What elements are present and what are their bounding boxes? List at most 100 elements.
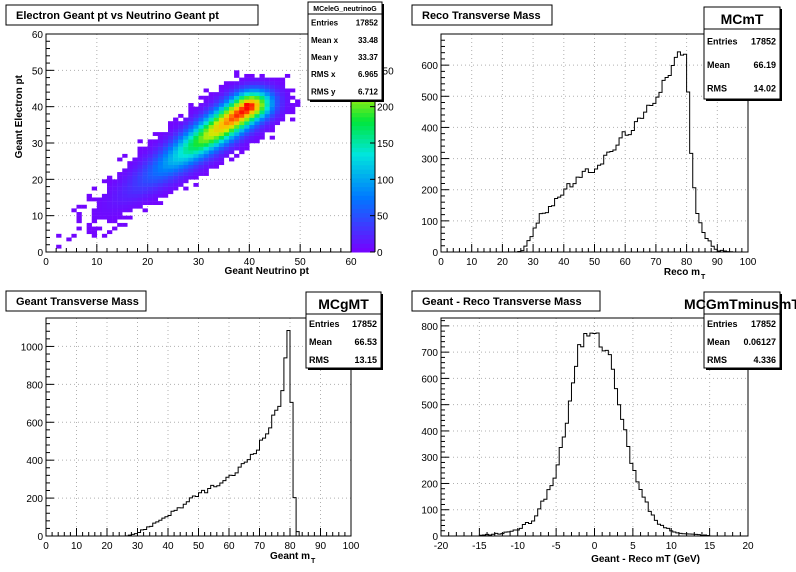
heatmap-cell <box>178 128 184 133</box>
heatmap-cell <box>218 139 225 144</box>
heatmap-cell <box>239 95 245 100</box>
heatmap-cell <box>91 219 98 224</box>
heatmap-cell <box>218 124 225 129</box>
heatmap-cell <box>178 143 184 147</box>
heatmap-cell <box>112 193 118 198</box>
heatmap-cell <box>229 135 235 140</box>
heatmap-cell <box>239 143 245 147</box>
heatmap-cell <box>264 95 270 100</box>
heatmap-cell <box>279 95 286 100</box>
stats-frame <box>305 291 382 369</box>
heatmap-cell <box>274 103 281 107</box>
heatmap-cell <box>173 117 179 122</box>
heatmap-cell <box>259 135 265 140</box>
heatmap-cell <box>279 81 286 86</box>
heatmap-cell <box>162 182 169 187</box>
heatmap-cell <box>127 197 133 202</box>
y-tick-label: 200 <box>421 186 438 197</box>
heatmap-cell <box>198 153 204 158</box>
heatmap-cell <box>152 190 159 195</box>
x-tick-label: 60 <box>223 541 235 552</box>
y-tick-label: 200 <box>421 479 438 490</box>
heatmap-cell <box>208 161 214 166</box>
title-box <box>411 4 553 26</box>
heatmap-cell <box>254 121 260 126</box>
heatmap-cell <box>239 110 245 115</box>
heatmap-cell <box>264 84 270 89</box>
heatmap-cell <box>213 161 220 166</box>
heatmap-cell <box>229 150 235 155</box>
heatmap-cell <box>178 132 184 136</box>
heatmap-cell <box>269 117 275 122</box>
heatmap-cell <box>274 113 281 118</box>
x-tick-label: 10 <box>71 541 83 552</box>
heatmap-cell <box>173 175 179 180</box>
heatmap-cell <box>157 175 164 180</box>
panel-p3: 0 10 20 30 40 50 60 70 80 90 10002004006008001000G… <box>5 290 383 565</box>
heatmap-cell <box>188 103 194 107</box>
palette-band <box>351 112 375 118</box>
heatmap-cell <box>198 103 204 107</box>
heatmap-cell <box>147 186 153 191</box>
stats-name: MCeleG_neutrinoG <box>313 6 377 13</box>
palette-band <box>351 225 375 231</box>
x-tick-label: 20 <box>497 257 509 268</box>
palette-tick-label: 50 <box>377 212 389 223</box>
heatmap-cell <box>198 143 204 147</box>
stats-box: MCGmTminusmT Entries 17852 Mean 0.06127 RMS 4.… <box>684 291 796 370</box>
heatmap-cell <box>208 117 214 122</box>
heatmap-cell <box>162 164 169 169</box>
heatmap-cell <box>218 157 225 162</box>
heatmap-cell <box>142 179 148 184</box>
heatmap-cell <box>168 150 174 155</box>
stats-label: Mean <box>309 337 332 347</box>
heatmap-cell <box>239 117 245 122</box>
heatmap-cell <box>152 193 159 198</box>
heatmap-cell <box>254 95 260 100</box>
heatmap-cell <box>56 233 62 238</box>
heatmap-cell <box>249 135 255 140</box>
heatmap-cell <box>168 164 174 169</box>
heatmap-cell <box>203 150 209 155</box>
heatmap-cell <box>188 117 194 122</box>
heatmap-cell <box>178 182 184 187</box>
heatmap-cell <box>198 172 204 176</box>
heatmap-cell <box>234 88 240 93</box>
heatmap-cell <box>132 179 138 184</box>
heatmap-cell <box>208 95 214 100</box>
heatmap-cell <box>122 186 128 191</box>
heatmap-cell <box>162 153 169 158</box>
heatmap-cell <box>127 190 133 195</box>
heatmap-cell <box>254 110 260 115</box>
heatmap-cell <box>244 117 250 122</box>
heatmap-cell <box>183 175 189 180</box>
heatmap-cell <box>178 157 184 162</box>
heatmap-cell <box>101 193 108 198</box>
heatmap-cell <box>213 99 220 104</box>
heatmap-cell <box>157 139 164 144</box>
heatmap-cell <box>132 201 138 205</box>
heatmap-cell <box>137 146 143 151</box>
palette-band <box>351 230 375 236</box>
title-box <box>5 4 259 26</box>
heatmap-cell <box>157 168 164 173</box>
heatmap-cell <box>152 179 159 184</box>
y-tick-label: 800 <box>421 322 438 333</box>
heatmap-cell <box>249 81 255 86</box>
heatmap-cell <box>157 143 164 147</box>
heatmap-cell <box>284 99 291 104</box>
heatmap-cell <box>274 81 281 86</box>
plot-title: Electron Geant pt vs Neutrino Geant pt <box>16 10 219 22</box>
heatmap-cell <box>117 182 123 187</box>
y-axis-label: Geant Electron pt <box>14 74 25 158</box>
heatmap-cell <box>218 143 225 147</box>
y-tick-label: 100 <box>421 506 438 517</box>
heatmap-cell <box>223 113 230 118</box>
heatmap-cell <box>259 124 265 129</box>
heatmap-cell <box>173 143 179 147</box>
heatmap-cell <box>193 164 199 169</box>
heatmap-cell <box>279 77 286 82</box>
heatmap-cell <box>229 92 235 96</box>
heatmap-cell <box>107 212 113 216</box>
heatmap-cell <box>223 124 230 129</box>
